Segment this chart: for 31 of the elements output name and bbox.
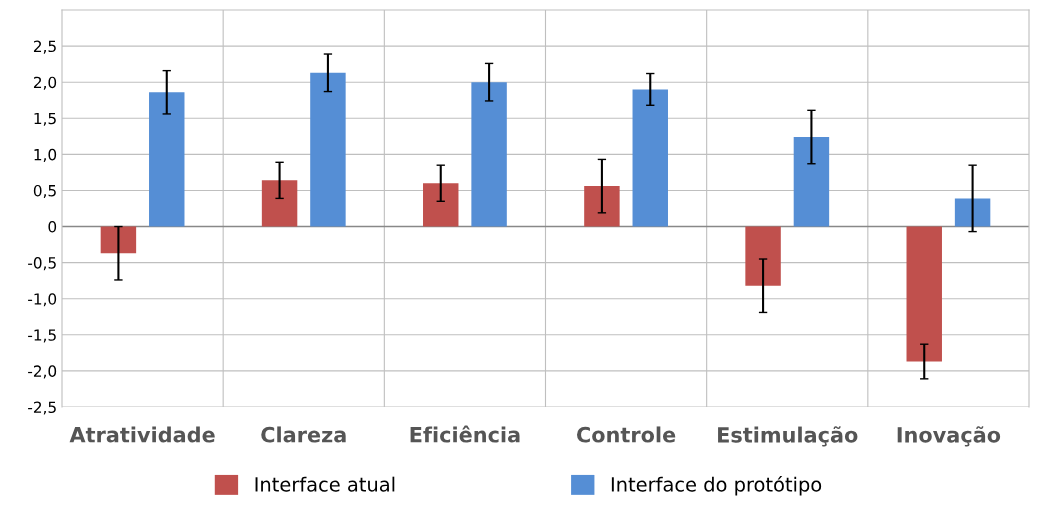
y-tick-label: -2,5 [28,401,56,415]
bar [149,92,185,227]
y-tick-label: 0 [48,221,57,233]
bar [310,72,346,227]
bar [471,82,507,227]
bar [261,180,298,227]
x-tick-label: Atratividade [69,426,215,443]
bar [745,226,781,286]
bar [100,226,137,254]
y-tick-label: -1,0 [28,293,57,307]
x-tick-label: Eficiência [410,425,520,443]
x-tick-label: Inovação [897,426,1001,447]
y-tick-label: -1,5 [28,329,56,343]
y-tick-label: -0,5 [28,257,56,271]
bar [632,89,668,227]
bar [906,226,942,362]
x-tick-label: Estimulação [718,426,858,447]
legend-label: Interface atual [255,476,395,492]
bar [584,186,620,227]
x-tick-label: Controle [577,426,676,443]
y-tick-label: 1,5 [34,112,56,126]
y-tick-label: 1,0 [34,148,57,162]
y-tick-label: 0,5 [33,184,56,199]
y-tick-label: 2,5 [33,40,56,54]
y-tick-label: -2,0 [28,365,57,379]
bar [423,183,459,227]
bar [793,137,830,227]
x-tick-label: Clareza [261,426,346,443]
legend-label: Interface do protótipo [611,475,822,496]
bar [954,198,991,227]
y-tick-label: 2,0 [33,76,57,90]
